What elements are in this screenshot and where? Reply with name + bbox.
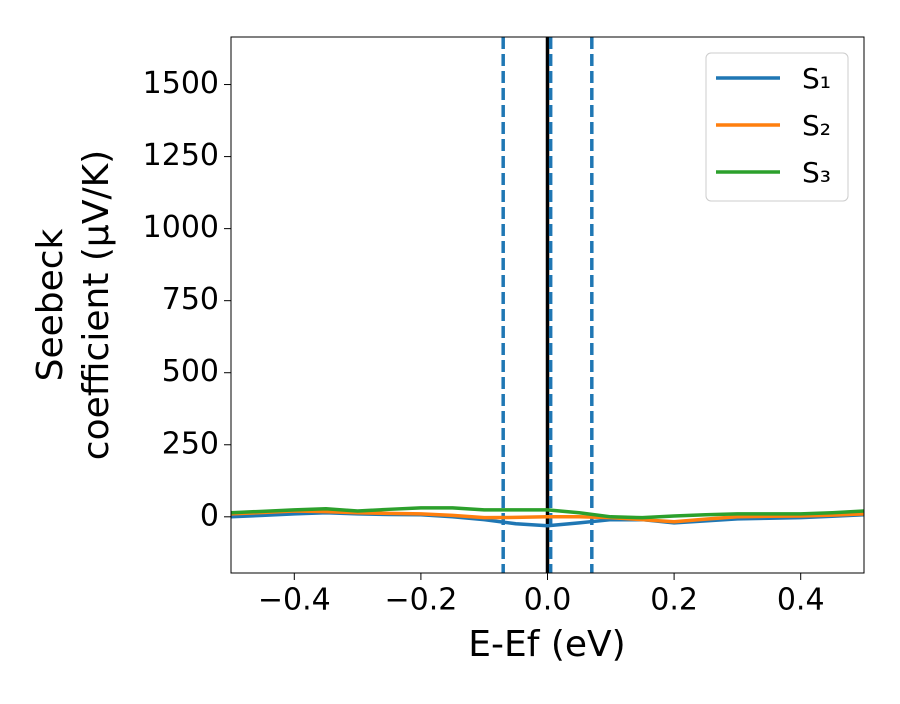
plot-lines [231,37,864,573]
y-tick-label: 250 [162,426,219,461]
legend-label: S₃ [802,156,831,189]
y-tick-label: 1250 [143,138,219,173]
y-tick-label: 0 [200,498,219,533]
y-axis-label-line: Seebeck [30,228,71,381]
y-tick-label: 1000 [143,210,219,245]
y-tick-label: 1500 [143,66,219,101]
x-tick-label: −0.2 [384,583,457,618]
x-axis-label: E-Ef (eV) [468,624,625,665]
legend-label: S₁ [802,62,831,95]
series-line [231,506,864,520]
y-axis-label: Seebeck coefficient (μV/K) [30,150,117,460]
legend-box [705,52,849,202]
x-tick-label: 0.0 [524,583,572,618]
x-tick-label: 0.2 [650,583,698,618]
plot-frame [230,36,865,574]
y-tick-label: 750 [162,282,219,317]
x-tick-label: 0.4 [777,583,825,618]
series-line [231,509,864,524]
x-tick-label: −0.4 [258,583,331,618]
y-tick-label: 500 [162,354,219,389]
legend-label: S₂ [802,109,831,142]
y-axis-label-line: coefficient (μV/K) [76,150,117,460]
